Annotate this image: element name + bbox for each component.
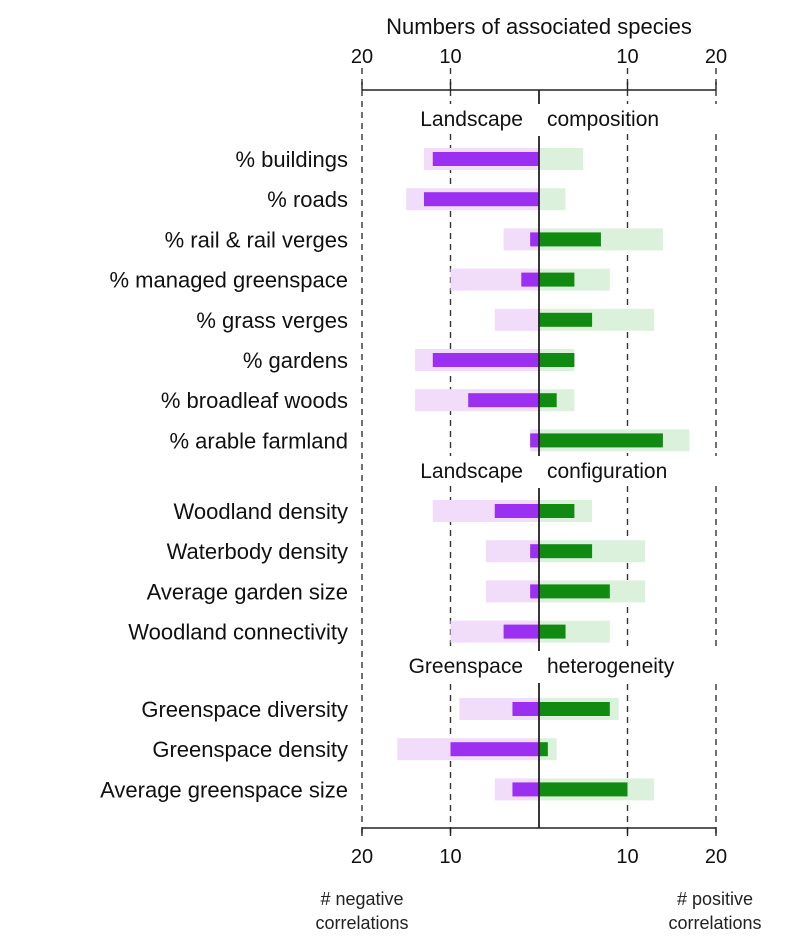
bar-negative [530, 232, 539, 247]
bar-negative [530, 584, 539, 599]
category-label: Greenspace density [152, 737, 348, 762]
top-tick-label: 20 [351, 46, 373, 68]
bar-positive [539, 312, 593, 327]
bar-positive [539, 232, 601, 247]
bar-negative [423, 192, 539, 207]
category-label: % gardens [243, 348, 348, 373]
category-label: % roads [267, 187, 348, 212]
category-label: % broadleaf woods [161, 388, 348, 413]
bar-negative-total [485, 580, 539, 603]
footer-negative-label: # negative [320, 889, 403, 909]
section-title-bg [390, 456, 720, 486]
section-title-left: Landscape [420, 460, 523, 483]
bar-negative [512, 702, 539, 716]
chart-title: Numbers of associated species [386, 14, 692, 39]
bar-positive [539, 742, 548, 757]
category-label: Woodland density [174, 499, 349, 524]
bar-positive [539, 624, 566, 639]
bar-negative [530, 433, 539, 448]
section-title-bg [390, 651, 720, 681]
labels: Numbers of associated species 20 20 10 10 10… [100, 14, 761, 933]
bar-negative [530, 544, 539, 559]
bar-negative-total [494, 308, 539, 331]
category-label: % managed greenspace [110, 268, 349, 293]
bar-negative-total [450, 268, 539, 291]
bar-positive-total [539, 188, 566, 211]
footer-positive-label: correlations [668, 913, 761, 933]
bar-positive [539, 504, 575, 518]
bar-positive-total [539, 148, 584, 170]
section-title-right: heterogeneity [547, 655, 675, 678]
bar-positive [539, 702, 610, 716]
section-title-left: Greenspace [409, 655, 523, 678]
category-label: Average garden size [147, 579, 348, 604]
category-label: Waterbody density [167, 539, 348, 564]
category-label: % grass verges [196, 308, 348, 333]
footer-positive-label: # positive [677, 889, 753, 909]
bars [397, 148, 690, 801]
bar-positive [539, 272, 575, 287]
bar-positive [539, 584, 610, 599]
section-title-left: Landscape [420, 108, 523, 131]
category-label: % rail & rail verges [165, 227, 348, 252]
category-label: Average greenspace size [100, 777, 348, 802]
bar-negative [512, 782, 539, 797]
bar-negative-total [485, 540, 539, 563]
bar-positive [539, 433, 663, 448]
top-tick-label: 10 [616, 46, 638, 68]
bar-negative [432, 353, 539, 367]
bar-negative [432, 152, 539, 166]
bar-negative [468, 393, 539, 408]
bar-negative [521, 272, 539, 287]
section-title-right: configuration [547, 460, 667, 483]
bottom-tick-label: 10 [439, 846, 461, 868]
bar-positive [539, 782, 628, 797]
top-tick-label: 20 [705, 46, 727, 68]
category-label: % buildings [235, 147, 348, 172]
bottom-tick-label: 10 [616, 846, 638, 868]
category-label: % arable farmland [169, 428, 348, 453]
axes [361, 82, 717, 836]
bar-positive [539, 544, 593, 559]
bar-positive [539, 353, 575, 367]
bar-negative [450, 742, 539, 757]
bottom-tick-label: 20 [351, 846, 373, 868]
bar-positive [539, 393, 557, 408]
bottom-tick-label: 20 [705, 846, 727, 868]
footer-negative-label: correlations [315, 913, 408, 933]
bar-negative [494, 504, 539, 518]
section-title-right: composition [547, 108, 659, 131]
top-tick-label: 10 [439, 46, 461, 68]
section-title-bg [390, 104, 720, 134]
bar-negative [503, 624, 539, 639]
category-label: Woodland connectivity [128, 620, 348, 645]
category-label: Greenspace diversity [141, 697, 348, 722]
